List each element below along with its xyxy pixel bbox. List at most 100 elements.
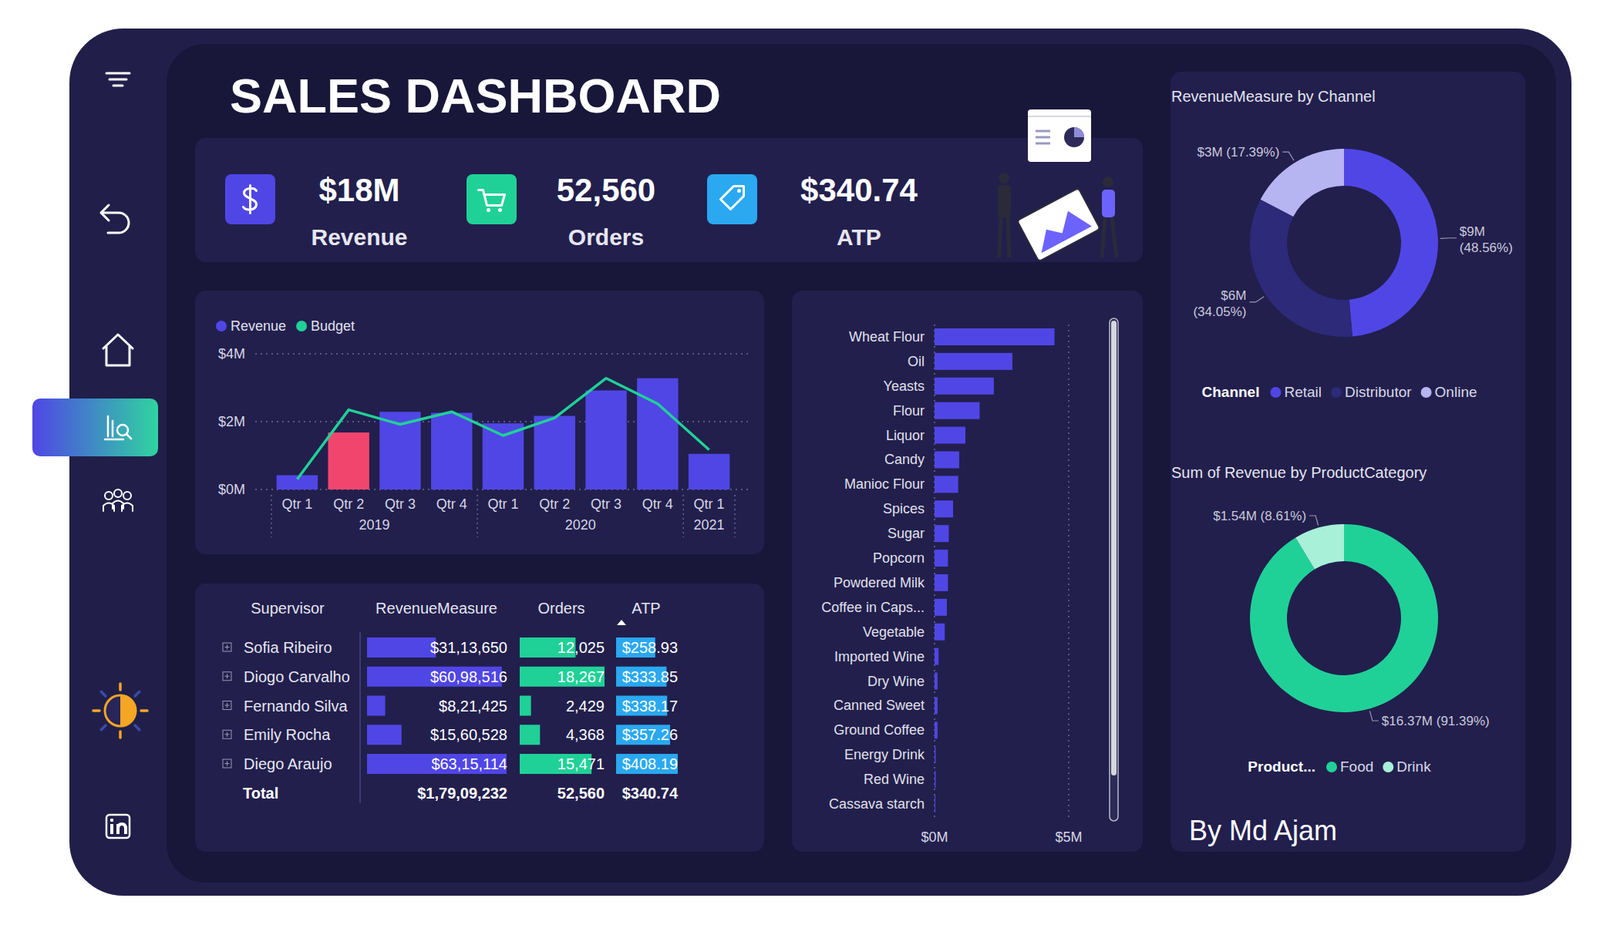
data-label: $6M(34.05%) <box>1192 288 1247 320</box>
donut-chart: RevenueMeasure by Channel$9M(48.56%)$6M(… <box>1171 87 1513 401</box>
scrollbar-track[interactable] <box>1109 318 1119 822</box>
y-tick-label: Canned Sweet <box>833 697 925 714</box>
expand-toggle[interactable] <box>222 672 232 681</box>
product-bar <box>934 328 1055 346</box>
legend-swatch <box>215 320 227 332</box>
y-tick-label: Powdered Milk <box>833 575 926 591</box>
y-tick-label: Dry Wine <box>867 673 925 690</box>
people-icon <box>114 489 122 498</box>
x-tick-label: Qtr 4 <box>436 496 468 512</box>
kpi-label: Revenue <box>310 224 408 250</box>
home-button[interactable] <box>103 334 133 366</box>
sun-ray <box>134 691 140 697</box>
sun-ray <box>118 683 122 691</box>
sidebar <box>32 73 159 839</box>
expand-toggle[interactable] <box>222 643 232 652</box>
sun-half <box>120 695 136 727</box>
data-label-line: $9M <box>1459 224 1486 240</box>
revenue-chart-card <box>195 290 765 555</box>
expand-toggle[interactable] <box>222 701 232 711</box>
leader-line <box>1309 515 1318 526</box>
product-bar <box>934 648 939 666</box>
table-cell: $408.19 <box>622 755 678 773</box>
illustration-pie <box>1064 127 1085 148</box>
legend-label: Retail <box>1283 384 1322 401</box>
y-tick-label: Sugar <box>887 525 925 542</box>
y-tick-label: Coffee in Caps... <box>821 599 925 616</box>
legend: Channel Retail Distributor Online <box>1201 384 1477 401</box>
sun-ray <box>101 725 106 731</box>
plot-area <box>276 378 731 490</box>
donut-chart: Sum of Revenue by ProductCategory$16.37M… <box>1171 464 1490 775</box>
legend-title: Channel <box>1201 384 1260 401</box>
illustration-board <box>1017 188 1101 262</box>
illustration-person <box>997 185 1011 218</box>
table-cell: Emily Rocha <box>243 726 331 744</box>
people-icon <box>123 491 132 500</box>
kpi-group: $18MRevenue52,560Orders$340.74ATP <box>225 171 919 250</box>
group-separator <box>476 495 478 538</box>
illustration-line <box>1035 136 1051 139</box>
x-tick-label: $0M <box>920 829 948 846</box>
legend-label: Drink <box>1396 758 1432 775</box>
chart-title: RevenueMeasure by Channel <box>1171 87 1376 105</box>
product-bar <box>934 402 980 420</box>
chart-title: Sum of Revenue by ProductCategory <box>1171 464 1427 482</box>
people-button[interactable] <box>103 489 133 512</box>
illustration-line <box>1035 142 1051 145</box>
y-tick-label: Imported Wine <box>834 649 925 665</box>
leader-line <box>1282 151 1294 161</box>
x-tick-label: Qtr 3 <box>590 496 622 512</box>
legend-swatch <box>1330 387 1342 398</box>
table-card <box>195 583 765 853</box>
expand-toggle <box>225 761 230 767</box>
kpi-icon <box>243 185 257 214</box>
linkedin-icon <box>110 818 114 822</box>
revenue-data-bar <box>367 754 507 775</box>
leader-line <box>1369 710 1378 721</box>
expand-toggle <box>225 673 230 679</box>
analysis-tab[interactable] <box>32 398 159 457</box>
kpi-icon <box>498 208 502 213</box>
sun-ray <box>141 709 148 713</box>
kpi-icon <box>720 186 745 210</box>
legend-label: Online <box>1434 384 1478 401</box>
expand-toggle <box>225 703 230 708</box>
revenue-data-bar <box>367 724 402 745</box>
legend-label: Distributor <box>1344 384 1412 401</box>
theme-toggle[interactable] <box>93 683 148 738</box>
kpi-icon <box>478 190 506 206</box>
linkedin-button[interactable] <box>106 815 130 839</box>
group-label: 2020 <box>565 517 597 533</box>
filter-icon-line <box>113 84 123 88</box>
table-cell: $63,15,114 <box>431 755 508 773</box>
legend-swatch <box>296 320 307 332</box>
column-header: Supervisor <box>250 599 325 617</box>
total-cell: 52,560 <box>557 784 605 802</box>
product-bar <box>934 451 960 469</box>
sort-indicator[interactable] <box>616 619 627 626</box>
filter-icon-line <box>106 72 130 75</box>
illustration-board <box>1017 188 1101 262</box>
kpi-icon-box <box>225 174 276 225</box>
y-tick-label: Manioc Flour <box>844 476 925 492</box>
expand-toggle[interactable] <box>222 759 232 768</box>
table-cell: Diego Araujo <box>243 755 333 773</box>
page-background <box>0 0 1600 925</box>
legend: Product...FoodDrink <box>1247 758 1432 775</box>
back-button[interactable] <box>101 205 129 233</box>
home-icon <box>103 334 133 366</box>
legend: RevenueBudget <box>215 318 355 334</box>
total-cell: $340.74 <box>622 784 679 802</box>
data-label-line: (34.05%) <box>1192 304 1247 320</box>
kpi-label: Orders <box>568 224 644 250</box>
donut-card <box>1170 71 1526 853</box>
y-tick-label: Ground Coffee <box>833 722 925 738</box>
y-tick-label: Vegetable <box>862 624 925 640</box>
illustration-line <box>1027 115 1092 118</box>
filter-button[interactable] <box>106 73 130 86</box>
x-tick-label: Qtr 1 <box>487 496 519 512</box>
legend-swatch <box>1326 761 1338 773</box>
scrollbar-thumb[interactable] <box>1111 320 1117 776</box>
expand-toggle[interactable] <box>222 730 232 739</box>
